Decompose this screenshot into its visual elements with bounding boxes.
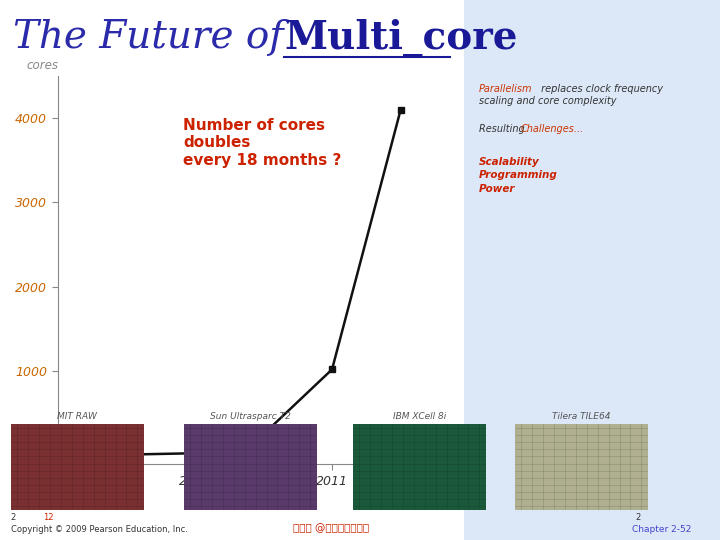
Text: 2: 2 xyxy=(636,513,641,522)
Text: Sun Ultrasparc T2: Sun Ultrasparc T2 xyxy=(210,412,291,421)
Text: year: year xyxy=(450,488,477,501)
Text: Programming: Programming xyxy=(479,170,557,180)
Text: 2: 2 xyxy=(11,513,16,522)
Text: 12: 12 xyxy=(43,513,54,522)
Text: replaces clock frequency: replaces clock frequency xyxy=(538,84,663,94)
Text: Tilera TILE64: Tilera TILE64 xyxy=(552,412,611,421)
Text: cores: cores xyxy=(27,59,58,72)
Text: Scalability: Scalability xyxy=(479,157,539,167)
Text: Challenges...: Challenges... xyxy=(521,124,584,134)
Text: scaling and core complexity: scaling and core complexity xyxy=(479,96,616,106)
Text: Resulting: Resulting xyxy=(479,124,528,134)
Text: The Future of: The Future of xyxy=(13,19,296,56)
Text: 蔡文能 @交通大學資工系: 蔡文能 @交通大學資工系 xyxy=(293,523,369,534)
Text: Multi_core: Multi_core xyxy=(284,19,518,58)
Text: IBM XCell 8i: IBM XCell 8i xyxy=(393,412,446,421)
Text: Parallelism: Parallelism xyxy=(479,84,532,94)
Text: Power: Power xyxy=(479,184,516,194)
Text: MIT RAW: MIT RAW xyxy=(58,412,97,421)
Text: Chapter 2-52: Chapter 2-52 xyxy=(632,524,691,534)
Text: Number of cores
doubles
every 18 months ?: Number of cores doubles every 18 months … xyxy=(184,118,342,167)
Text: Copyright © 2009 Pearson Education, Inc.: Copyright © 2009 Pearson Education, Inc. xyxy=(11,524,188,534)
